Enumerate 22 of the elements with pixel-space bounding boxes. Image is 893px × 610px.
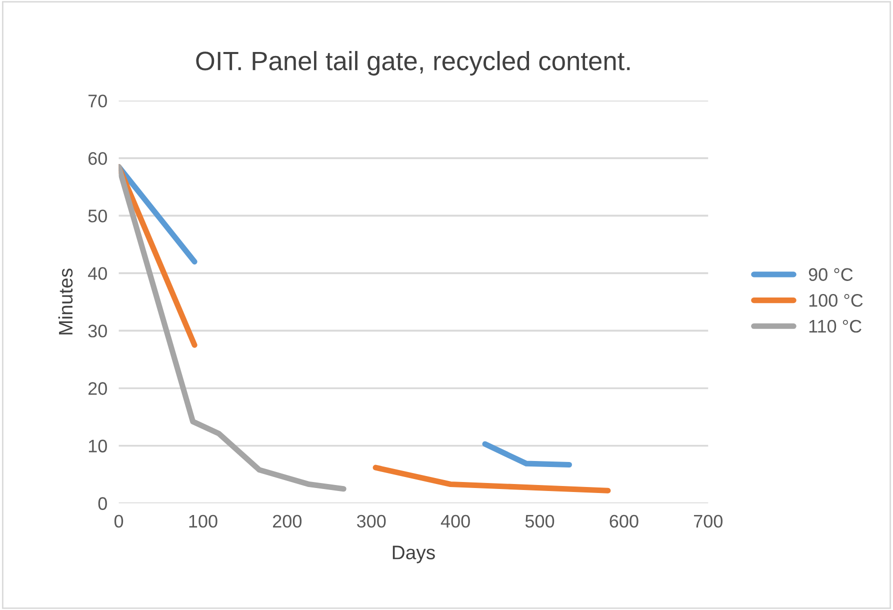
y-axis-title: Minutes: [58, 268, 73, 334]
x-tick-label: 400: [440, 514, 470, 528]
y-tick-label: 70: [88, 94, 107, 108]
chart-title: OIT. Panel tail gate, recycled content.: [196, 50, 630, 76]
y-tick-label: 40: [88, 267, 107, 280]
y-tick-label: 20: [88, 382, 107, 395]
x-tick-label: 100: [189, 514, 218, 528]
y-tick-label: 60: [88, 152, 107, 165]
x-axis-title: Days: [392, 546, 435, 564]
y-tick-label: 30: [88, 324, 107, 338]
y-tick-label: 10: [88, 440, 107, 452]
legend-label: 100 °C: [809, 294, 863, 307]
x-tick-label: 600: [610, 514, 638, 528]
x-tick-label: 300: [356, 514, 386, 528]
x-tick-label: 700: [694, 514, 723, 528]
x-tick-label: 200: [273, 514, 302, 528]
y-tick-label: 50: [88, 210, 107, 222]
x-tick-label: 500: [525, 514, 554, 528]
legend-label: 110 °C: [809, 320, 862, 333]
x-tick-label: 0: [114, 514, 124, 528]
y-tick-label: 0: [98, 497, 107, 510]
legend-label: 90 °C: [808, 268, 853, 281]
